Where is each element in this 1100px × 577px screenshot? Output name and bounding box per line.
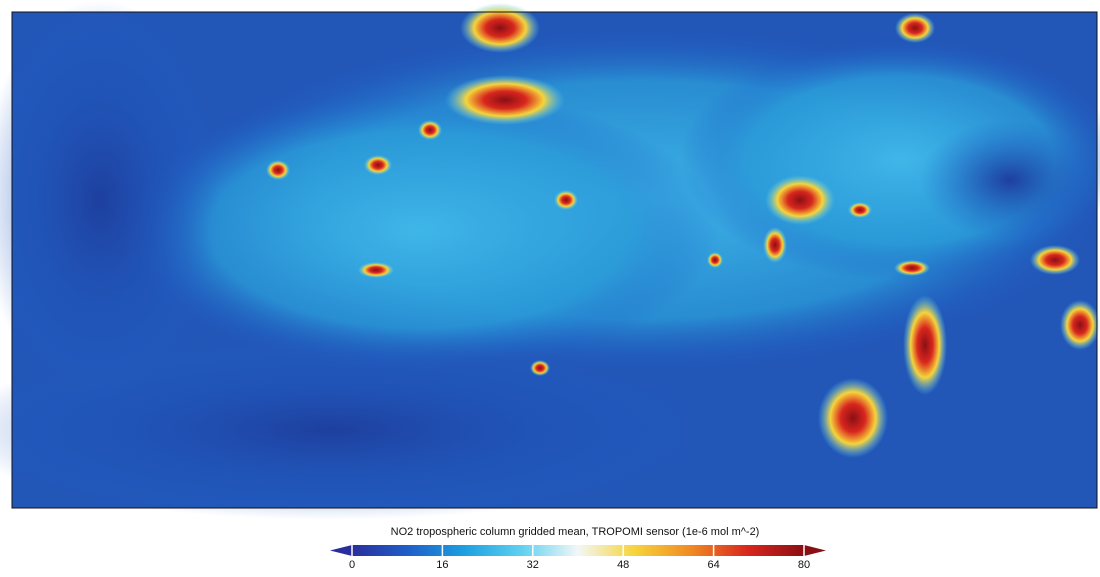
colorbar-tick-label: 16: [436, 559, 448, 571]
colorbar-tick-label: 32: [527, 559, 539, 571]
colorbar-bar: [352, 545, 804, 556]
colorbar-title: NO2 tropospheric column gridded mean, TR…: [391, 526, 760, 538]
colorbar-tick-label: 0: [349, 559, 355, 571]
map: [0, 0, 1100, 520]
colorbar-extend-high: [804, 545, 826, 556]
colorbar-tick-label: 80: [798, 559, 810, 571]
colorbar-tick-label: 64: [707, 559, 719, 571]
colorbar-tick-label: 48: [617, 559, 629, 571]
colorbar: 0 16 32 48 64 80: [330, 545, 826, 571]
colorbar-extend-low: [330, 545, 352, 556]
